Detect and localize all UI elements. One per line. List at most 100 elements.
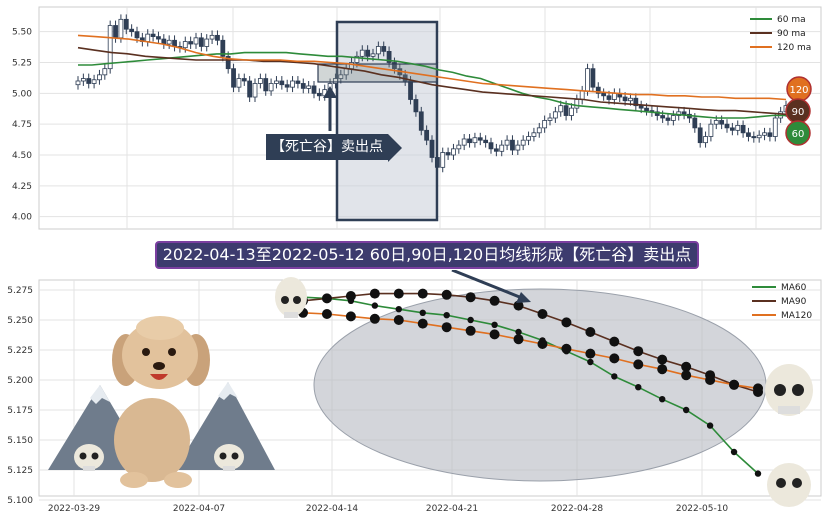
ma120-point: [441, 322, 452, 333]
ma60-point: [395, 306, 402, 313]
candle-body: [611, 92, 617, 100]
candle-body: [172, 39, 177, 47]
ma120-point: [561, 343, 572, 354]
candle-body: [193, 37, 199, 45]
candle-body: [563, 105, 569, 116]
ma120-point: [513, 334, 524, 345]
candle-body: [595, 86, 601, 94]
candle-body: [729, 127, 735, 131]
candle-body: [665, 117, 671, 121]
top-legend: 60 ma 90 ma 120 ma: [750, 15, 811, 53]
candle-body: [713, 120, 719, 125]
candle-body: [590, 68, 596, 88]
pointer-arrow: [451, 270, 531, 303]
ma120-point: [369, 313, 380, 324]
candle-body: [386, 51, 392, 63]
candle-body: [510, 139, 515, 151]
candle-body: [220, 39, 226, 57]
candle-body: [166, 39, 172, 45]
legend-60ma: 60 ma: [777, 15, 806, 25]
candle-body: [601, 92, 607, 97]
badge-60: 60: [785, 120, 811, 146]
candle-body: [724, 123, 730, 129]
death-valley-callout: 【死亡谷】卖出点: [266, 134, 388, 160]
candle-body: [644, 107, 649, 111]
y-tick-label: 4.00: [12, 213, 32, 223]
candle-body: [569, 107, 574, 116]
ma120-point: [321, 309, 332, 319]
ma60-point: [515, 328, 522, 336]
candle-body: [767, 132, 773, 137]
candle-body: [381, 46, 387, 52]
price-chart: 5.50 5.25 5.00 4.75 4.50 4.25 4.00 60 ma 90 ma…: [12, 6, 822, 230]
ma60-point: [443, 312, 450, 319]
ma60-point: [659, 396, 666, 403]
ma90-point: [537, 309, 548, 319]
candle-body: [660, 115, 666, 119]
legend-120ma: 120 ma: [777, 43, 811, 53]
bottom-y-axis: 5.275 5.250 5.225 5.200 5.175 5.150 5.125 5.100: [7, 286, 33, 506]
candle-body: [274, 80, 279, 84]
ma90-point: [609, 336, 620, 347]
ma120-line: [77, 34, 787, 101]
candle-body: [118, 18, 124, 39]
ma90-point: [561, 317, 572, 328]
candle-body: [703, 136, 708, 144]
candle-body: [295, 80, 301, 84]
candle-body: [413, 99, 419, 113]
candle-body: [751, 136, 757, 139]
ma120-point: [465, 325, 476, 336]
ma60-series-line: [302, 296, 759, 475]
ma60-point: [491, 321, 498, 328]
y-tick-label: 5.50: [12, 28, 32, 38]
ma90-point: [393, 288, 404, 299]
legend-ma90: MA90: [781, 297, 807, 307]
legend-ma120: MA120: [781, 311, 812, 321]
svg-text:60: 60: [792, 129, 805, 140]
candle-body: [697, 127, 703, 144]
ma120-point: [417, 318, 428, 329]
candle-body: [370, 53, 376, 57]
candle-body: [418, 111, 424, 131]
y-tick-label: 5.200: [7, 376, 33, 386]
candle-body: [80, 78, 86, 82]
candle-body: [134, 31, 140, 39]
ma90-point: [681, 361, 692, 372]
ma60-line: [78, 51, 786, 119]
candle-body: [290, 80, 295, 88]
ma90-point: [417, 288, 428, 299]
candle-body: [574, 99, 580, 109]
y-tick-label: 4.75: [12, 120, 32, 130]
candle-body: [456, 144, 462, 150]
ma120-point: [537, 339, 548, 349]
ma120-point: [729, 379, 740, 390]
candle-body: [520, 139, 526, 146]
bottom-x-axis: 2022-03-29 2022-04-07 2022-04-14 2022-04-21…: [48, 504, 729, 514]
candle-body: [97, 74, 102, 81]
candle-body: [434, 157, 440, 168]
ma90-point: [465, 292, 476, 303]
candle-body: [424, 129, 430, 141]
skull-icon: [765, 364, 813, 416]
candle-body: [628, 97, 633, 102]
candle-body: [515, 144, 521, 151]
candle-body: [150, 33, 156, 38]
candle-body: [91, 79, 97, 84]
candle-body: [236, 78, 242, 88]
ma60-point: [587, 358, 594, 366]
candle-body: [772, 117, 778, 137]
candle-body: [762, 132, 767, 136]
candle-body: [756, 134, 762, 139]
candle-body: [129, 28, 135, 33]
candle-body: [182, 41, 188, 49]
candle-body: [107, 25, 113, 70]
candle-body: [633, 97, 639, 107]
ma60-point: [730, 448, 738, 456]
y-tick-label: 5.25: [12, 59, 32, 69]
candle-body: [681, 111, 687, 115]
skull-icon: [214, 444, 244, 471]
candle-body: [461, 138, 467, 146]
ma-series: [298, 288, 763, 477]
badge-120: 120: [786, 76, 812, 102]
candle-body: [263, 78, 269, 92]
